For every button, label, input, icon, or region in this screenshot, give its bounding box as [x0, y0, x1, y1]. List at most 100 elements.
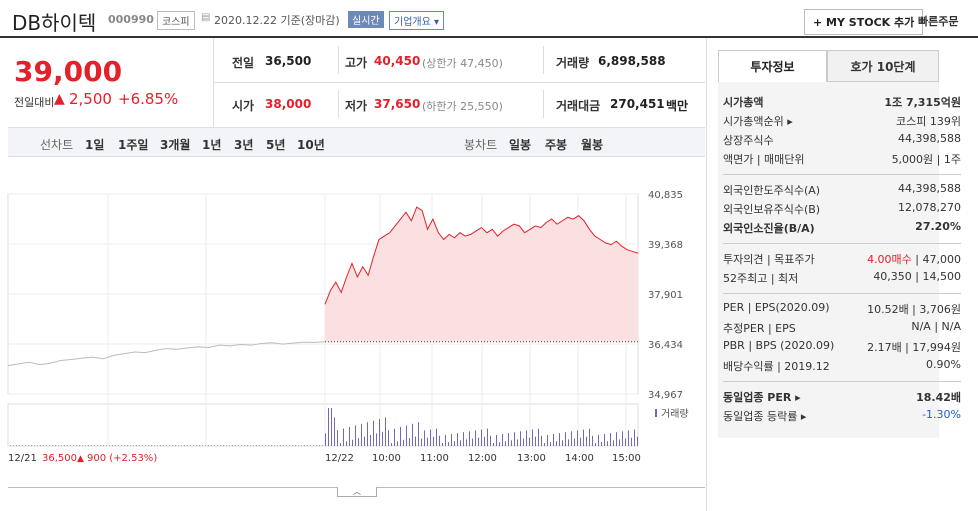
date-text: 2020.12.22 기준(장마감)	[214, 14, 340, 27]
volume-bar	[355, 425, 356, 446]
volume-bar	[586, 436, 587, 446]
divider	[723, 381, 961, 382]
volume-bar	[22, 445, 23, 446]
volume-bar	[619, 439, 620, 446]
volume-bar	[562, 440, 563, 446]
info-row: 외국인한도주식수(A) 44,398,588	[723, 182, 961, 200]
volume-bar	[76, 445, 77, 446]
price-chart[interactable]: 40,835 39,368 37,901 36,434 34,967 12/22 10:0…	[0, 157, 705, 487]
volume-bar	[346, 441, 347, 446]
volume-legend: 거래량	[661, 408, 689, 420]
volume-bar	[253, 445, 254, 446]
volume-bar	[55, 445, 56, 446]
volume-bar	[556, 441, 557, 446]
period-3y[interactable]: 3년	[234, 138, 254, 152]
mystock-button[interactable]: + MY STOCK 추가	[804, 9, 924, 35]
y-tick-label: 36,434	[648, 340, 683, 351]
volume-bar	[214, 445, 215, 446]
volume-bar	[487, 428, 488, 446]
volume-bar	[592, 435, 593, 446]
volume-bar	[604, 434, 605, 446]
x-tick-label: 14:00	[565, 453, 594, 464]
prev-day-close: 36,500	[42, 453, 77, 464]
volume-bar	[400, 427, 401, 446]
volume-bar	[13, 445, 14, 446]
info-row-value: 5,000원 | 1주	[892, 151, 961, 167]
volume-bar	[40, 445, 41, 446]
info-row: 외국인소진율(B/A) 27.20%	[723, 220, 961, 238]
volume-bar	[244, 445, 245, 446]
volume-bar	[157, 445, 158, 446]
info-row: 추정PER | EPS N/A | N/A	[723, 320, 961, 338]
volume-bar	[64, 445, 65, 446]
period-1w[interactable]: 1주일	[118, 138, 149, 152]
period-5y[interactable]: 5년	[266, 138, 286, 152]
prev-day-label: 12/21	[8, 453, 37, 464]
x-tick-label: 15:00	[612, 453, 641, 464]
volume-bar	[391, 443, 392, 446]
volume-bar	[121, 445, 122, 446]
volume-bar	[607, 441, 608, 446]
tab-hoga[interactable]: 호가 10단계	[827, 50, 939, 82]
volume-bar	[301, 445, 302, 446]
candle-week[interactable]: 주봉	[545, 138, 568, 152]
volume-bar	[367, 422, 368, 446]
volume-bar	[514, 432, 515, 446]
quick-order-link[interactable]: 빠른주문	[918, 15, 959, 28]
volume-bar	[373, 420, 374, 446]
info-row-value-text: 10.52배 | 3,706원	[867, 303, 961, 316]
volume-bar	[496, 434, 497, 446]
tab-invest-info[interactable]: 투자정보	[718, 50, 827, 82]
company-overview-button[interactable]: 기업개요 ▾	[389, 11, 445, 30]
calendar-icon: ▤	[201, 12, 211, 23]
info-row: 외국인보유주식수(B) 12,078,270	[723, 201, 961, 219]
info-row-value-text: 18.42배	[916, 391, 961, 404]
volume-bar	[394, 428, 395, 446]
info-row-label: 동일업종 PER ▸	[723, 391, 801, 404]
info-row-value-text: 44,398,588	[898, 182, 961, 195]
volume-bar	[289, 445, 290, 446]
volume-bar	[160, 445, 161, 446]
collapse-chart-button[interactable]: ︿	[337, 487, 377, 497]
price-summary: 39,000 전일대비 ▲ 2,500 +6.85% 전일 36,500 고가 …	[8, 38, 705, 127]
candle-day[interactable]: 일봉	[509, 138, 532, 152]
volume-bar	[142, 445, 143, 446]
period-3m[interactable]: 3개월	[160, 138, 191, 152]
candle-month[interactable]: 월봉	[581, 138, 604, 152]
x-tick-label: 12:00	[468, 453, 497, 464]
volume-bar	[454, 441, 455, 446]
info-row-value: 4.00매수 | 47,000	[867, 251, 961, 267]
info-row-value-text: -1.30%	[922, 408, 961, 421]
volume-bar	[526, 430, 527, 446]
info-row: 액면가 | 매매단위 5,000원 | 1주	[723, 151, 961, 169]
volume-bar	[190, 445, 191, 446]
period-1y[interactable]: 1년	[202, 138, 222, 152]
info-row-label: 상장주식수	[723, 134, 774, 147]
info-row-value-text: 2.17배 | 17,994원	[867, 341, 961, 354]
volume-bar	[154, 445, 155, 446]
volume-bar	[574, 438, 575, 446]
info-row: 동일업종 PER ▸ 18.42배	[723, 389, 961, 407]
volume-bar	[316, 445, 317, 446]
volume-bar	[181, 445, 182, 446]
low-label: 저가	[345, 99, 368, 113]
info-row-value-text: 1조 7,315억원	[884, 96, 961, 109]
info-table	[718, 82, 939, 438]
volume-bar	[166, 445, 167, 446]
period-10y[interactable]: 10년	[297, 138, 325, 152]
info-row-value-text: 40,350 | 14,500	[873, 270, 961, 283]
chart-toolbar: 선차트 1일 1주일 3개월 1년 3년 5년 10년 봉차트 일봉 주봉 월봉	[8, 127, 705, 157]
volume-bar	[430, 429, 431, 446]
info-row-value: 44,398,588	[898, 132, 961, 145]
company-name: DB하이텍	[12, 11, 97, 35]
info-row-label: 추정PER | EPS	[723, 322, 796, 335]
info-row-value: 18.42배	[916, 389, 961, 405]
candle-chart-label: 봉차트	[464, 138, 498, 152]
divider	[723, 243, 961, 244]
live-badge[interactable]: 실시간	[348, 11, 384, 28]
volume-bar	[34, 445, 35, 446]
volume-bar	[349, 427, 350, 446]
volume-bar	[130, 445, 131, 446]
volume-bar	[220, 445, 221, 446]
period-1d[interactable]: 1일	[85, 138, 105, 152]
